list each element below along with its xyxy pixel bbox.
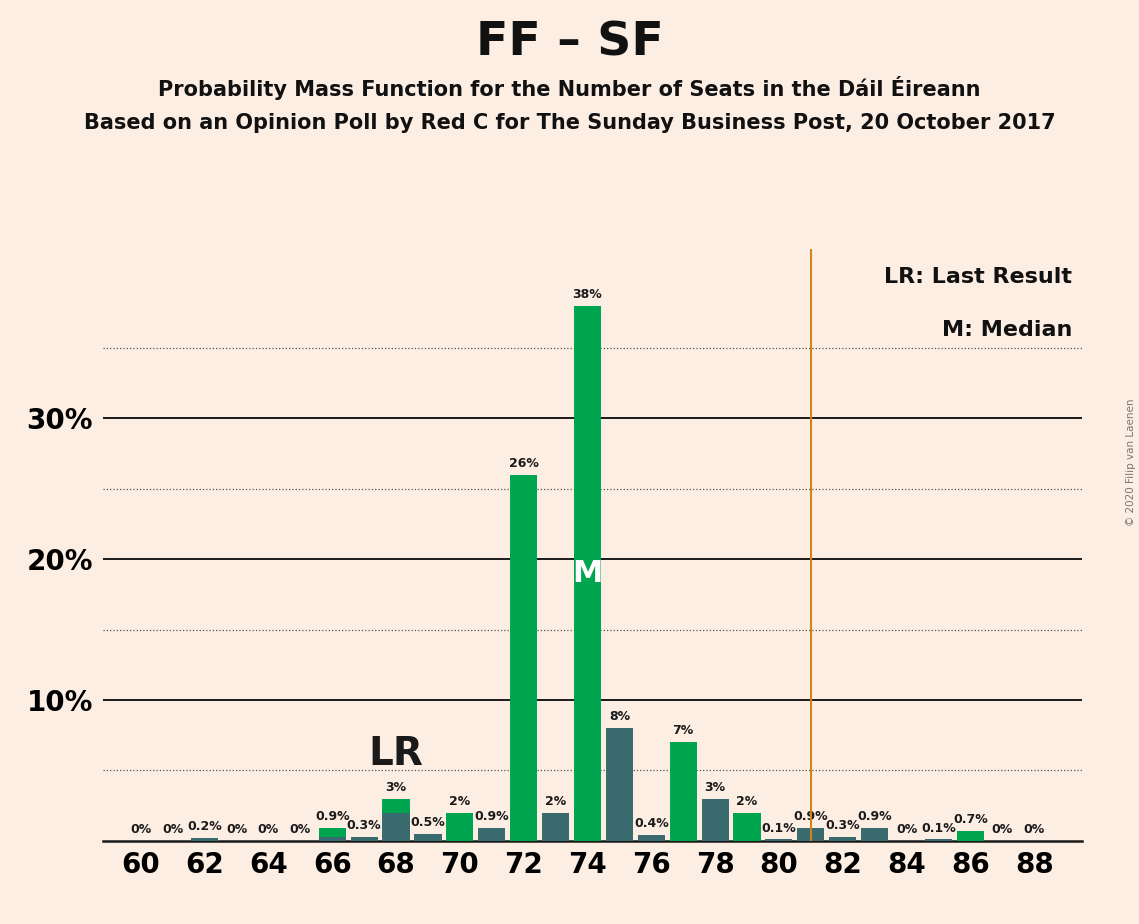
Text: 0.9%: 0.9%	[858, 810, 892, 823]
Text: 0.3%: 0.3%	[826, 819, 860, 832]
Bar	[351, 836, 378, 841]
Text: 0.9%: 0.9%	[475, 810, 509, 823]
Text: 8%: 8%	[609, 711, 630, 723]
Bar	[797, 828, 825, 841]
Text: LR: LR	[369, 735, 424, 772]
Bar	[542, 813, 570, 841]
Bar	[383, 798, 410, 841]
Bar	[765, 839, 793, 841]
Text: 0.9%: 0.9%	[794, 810, 828, 823]
Text: 0.3%: 0.3%	[347, 819, 382, 832]
Text: 3%: 3%	[705, 781, 726, 794]
Text: 2%: 2%	[737, 795, 757, 808]
Bar	[638, 835, 665, 841]
Text: 2%: 2%	[449, 795, 470, 808]
Text: LR: Last Result: LR: Last Result	[884, 267, 1072, 287]
Text: 0%: 0%	[226, 823, 247, 836]
Bar	[383, 813, 410, 841]
Bar	[606, 728, 633, 841]
Text: 0%: 0%	[257, 823, 279, 836]
Text: 0%: 0%	[1024, 823, 1044, 836]
Text: 0.7%: 0.7%	[953, 813, 988, 826]
Text: 0%: 0%	[992, 823, 1013, 836]
Text: 0.9%: 0.9%	[314, 810, 350, 823]
Text: 0.4%: 0.4%	[634, 818, 669, 831]
Text: 38%: 38%	[573, 288, 603, 301]
Text: M: Median: M: Median	[942, 321, 1072, 340]
Bar	[957, 831, 984, 841]
Bar	[319, 828, 346, 841]
Bar	[670, 742, 697, 841]
Bar	[925, 839, 952, 841]
Bar	[191, 838, 219, 841]
Text: 7%: 7%	[673, 724, 694, 737]
Text: 0.1%: 0.1%	[921, 821, 956, 834]
Text: 0%: 0%	[162, 823, 183, 836]
Text: Probability Mass Function for the Number of Seats in the Dáil Éireann: Probability Mass Function for the Number…	[158, 76, 981, 100]
Bar	[510, 475, 538, 841]
Text: 0%: 0%	[289, 823, 311, 836]
Text: © 2020 Filip van Laenen: © 2020 Filip van Laenen	[1126, 398, 1136, 526]
Text: 0%: 0%	[130, 823, 151, 836]
Bar	[319, 836, 346, 841]
Bar	[574, 306, 601, 841]
Text: 0.1%: 0.1%	[762, 821, 796, 834]
Bar	[415, 833, 442, 841]
Bar	[861, 828, 888, 841]
Text: 3%: 3%	[385, 781, 407, 794]
Text: 0.2%: 0.2%	[187, 821, 222, 833]
Text: Based on an Opinion Poll by Red C for The Sunday Business Post, 20 October 2017: Based on an Opinion Poll by Red C for Th…	[83, 113, 1056, 133]
Bar	[734, 813, 761, 841]
Bar	[829, 836, 857, 841]
Text: 0%: 0%	[896, 823, 917, 836]
Text: 2%: 2%	[544, 795, 566, 808]
Bar	[478, 828, 506, 841]
Text: 0.5%: 0.5%	[410, 816, 445, 829]
Text: FF – SF: FF – SF	[476, 20, 663, 66]
Text: 26%: 26%	[509, 456, 539, 469]
Text: M: M	[572, 559, 603, 588]
Bar	[702, 798, 729, 841]
Bar	[446, 813, 474, 841]
